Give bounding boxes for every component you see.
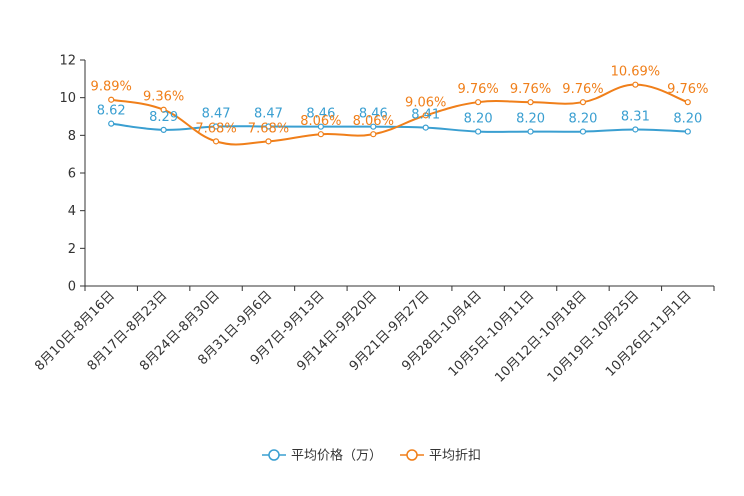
data-label: 9.76% [667,82,708,97]
data-point[interactable] [108,120,115,127]
series-line-1 [111,83,689,146]
y-tick-label: 6 [68,167,76,182]
x-tick-label: 10月12日-10月18日 [492,288,589,385]
data-point[interactable] [317,131,324,138]
data-point[interactable] [684,128,691,135]
data-labels: 8.62 8.29 8.47 8.47 8.46 8.46 8.41 8.20 8.20 8.20… [91,65,709,137]
data-point[interactable] [108,96,115,103]
data-point[interactable] [579,99,587,106]
data-point[interactable] [632,126,639,133]
data-point[interactable] [422,124,429,131]
legend-label: 平均价格（万） [291,448,382,464]
data-point[interactable] [475,99,482,106]
y-tick-label: 0 [68,280,76,295]
data-label: 8.31 [621,109,650,124]
legend-label: 平均折扣 [429,449,481,464]
legend-item-0[interactable]: 平均价格（万） [262,448,382,464]
data-point[interactable] [317,123,324,130]
data-label: 8.41 [411,108,440,123]
data-label: 9.36% [143,90,184,105]
y-tick-label: 8 [68,129,76,144]
data-label: 7.68% [195,121,236,136]
data-label: 7.68% [248,121,289,136]
x-tick-label: 10月19日-10月25日 [545,288,642,385]
series-line-0 [111,122,688,133]
data-label: 9.76% [562,82,603,97]
data-label: 9.06% [405,95,446,110]
data-label: 8.47 [254,106,283,121]
data-point[interactable] [370,123,377,130]
legend-item-1[interactable]: 平均折扣 [400,449,481,464]
data-label: 8.06% [300,114,341,129]
data-point[interactable] [265,138,272,145]
data-point[interactable] [475,128,482,135]
data-point[interactable] [160,106,167,113]
data-point[interactable] [160,126,167,133]
series-layer [108,81,691,146]
y-tick-label: 10 [59,91,76,106]
data-label: 8.20 [464,112,493,127]
data-label: 8.20 [568,112,597,127]
data-label: 10.69% [611,65,661,80]
legend[interactable]: 平均价格（万） 平均折扣 [262,448,481,464]
data-point[interactable] [422,112,429,119]
legend-marker [268,449,280,461]
data-point[interactable] [370,131,377,138]
data-label: 9.76% [510,82,551,97]
data-point[interactable] [212,123,220,130]
legend-marker [406,449,418,461]
y-tick-label: 2 [68,242,76,257]
data-point[interactable] [579,128,587,135]
data-label: 8.46 [306,107,335,122]
data-label: 8.47 [202,106,231,121]
data-point[interactable] [265,123,272,130]
data-point[interactable] [212,138,220,145]
data-label: 8.29 [149,110,178,125]
data-point[interactable] [527,99,534,106]
data-label: 8.20 [673,112,702,127]
data-label: 8.46 [359,107,388,122]
y-tick-label: 12 [59,54,76,69]
data-point[interactable] [684,99,691,106]
data-label: 8.62 [97,104,126,119]
data-label: 9.76% [457,82,498,97]
data-point[interactable] [527,128,534,135]
data-point[interactable] [632,81,639,88]
y-tick-label: 4 [68,204,76,219]
data-label: 8.06% [353,114,394,129]
data-label: 8.20 [516,112,545,127]
data-label: 9.89% [91,80,132,95]
